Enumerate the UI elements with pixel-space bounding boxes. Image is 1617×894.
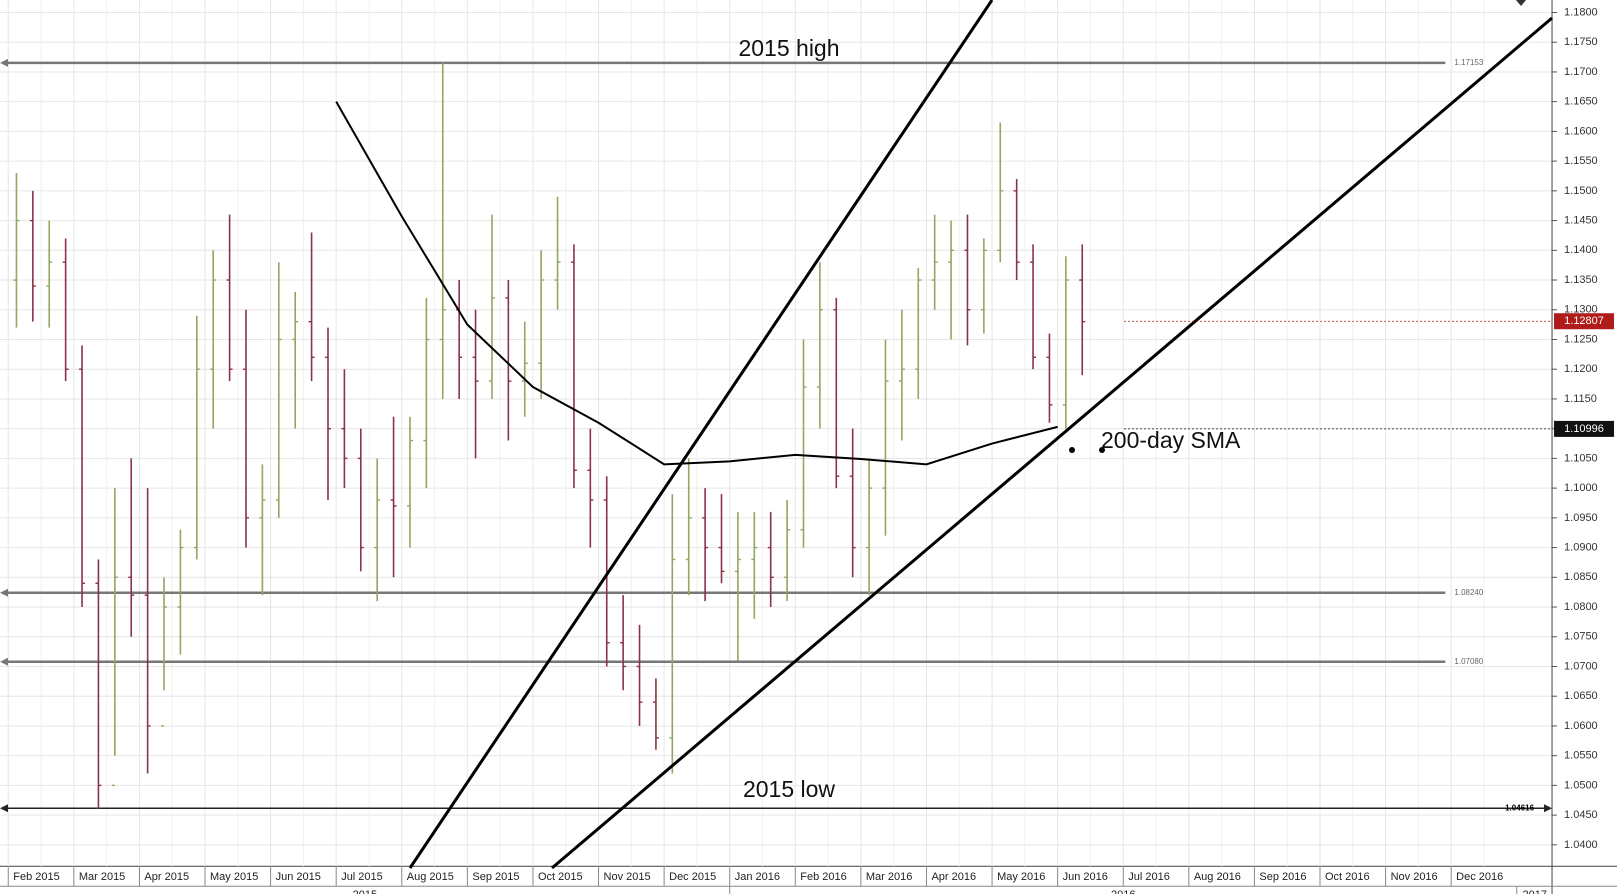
- y-tick-label: 1.0950: [1564, 512, 1598, 524]
- y-tick-label: 1.1150: [1564, 393, 1597, 405]
- y-tick-label: 1.1450: [1564, 214, 1598, 226]
- annotation: 2015 low: [743, 776, 835, 802]
- x-tick-label: Nov 2016: [1391, 871, 1438, 883]
- y-tick-label: 1.1800: [1564, 6, 1598, 18]
- y-tick-label: 1.0500: [1564, 779, 1598, 791]
- level-arrow: [0, 58, 8, 67]
- y-tick-label: 1.1250: [1564, 333, 1598, 345]
- y-tick-label: 1.1700: [1564, 66, 1598, 78]
- y-tick-label: 1.0650: [1564, 690, 1598, 702]
- y-tick-label: 1.0450: [1564, 809, 1598, 821]
- y-tick-label: 1.1500: [1564, 185, 1598, 197]
- year-label: 2016: [1111, 889, 1135, 894]
- level-label: 1.08240: [1454, 588, 1483, 597]
- price-box: [1554, 313, 1615, 330]
- menu-arrow[interactable]: [1516, 0, 1526, 6]
- x-tick-label: Aug 2015: [407, 871, 454, 883]
- x-tick-label: Dec 2016: [1456, 871, 1503, 883]
- y-tick-label: 1.0750: [1564, 631, 1598, 643]
- x-tick-label: Jun 2016: [1063, 871, 1108, 883]
- x-tick-label: Apr 2015: [144, 871, 189, 883]
- x-tick-label: Sep 2016: [1259, 871, 1306, 883]
- trend-line: [408, 0, 994, 869]
- annotation: 2015 high: [738, 35, 839, 61]
- y-tick-label: 1.0600: [1564, 720, 1598, 732]
- y-tick-label: 1.1750: [1564, 36, 1598, 48]
- price-box-label: 1.10996: [1564, 423, 1604, 435]
- price-box-label: 1.12807: [1564, 315, 1604, 327]
- sma-line: [335, 101, 1058, 466]
- dot: [1069, 447, 1075, 453]
- level-arrow: [1544, 804, 1553, 813]
- x-tick-label: Jul 2015: [341, 871, 383, 883]
- y-tick-label: 1.1650: [1564, 96, 1598, 108]
- level-arrow: [0, 657, 8, 666]
- x-tick-label: May 2015: [210, 871, 258, 883]
- bars: [13, 63, 1086, 810]
- x-tick-label: Aug 2016: [1194, 871, 1241, 883]
- trend-line: [551, 16, 1553, 870]
- y-tick-label: 1.1050: [1564, 452, 1598, 464]
- level-label: 1.17153: [1454, 58, 1483, 67]
- x-tick-label: Oct 2016: [1325, 871, 1370, 883]
- level-label: 1.07080: [1454, 657, 1483, 666]
- y-tick-label: 1.1200: [1564, 363, 1598, 375]
- y-tick-label: 1.1350: [1564, 274, 1598, 286]
- y-tick-label: 1.1600: [1564, 125, 1598, 137]
- dot: [1099, 447, 1105, 453]
- x-tick-label: Jul 2016: [1128, 871, 1170, 883]
- level-label: 1.04616: [1505, 803, 1534, 812]
- x-tick-label: Apr 2016: [931, 871, 976, 883]
- x-tick-label: Sep 2015: [472, 871, 519, 883]
- level-arrow: [0, 804, 8, 813]
- y-tick-label: 1.0850: [1564, 571, 1598, 583]
- x-tick-label: Oct 2015: [538, 871, 583, 883]
- y-tick-label: 1.1000: [1564, 482, 1598, 494]
- y-tick-label: 1.1300: [1564, 304, 1598, 316]
- annotation: 200-day SMA: [1101, 427, 1241, 453]
- y-tick-label: 1.1400: [1564, 244, 1598, 256]
- y-tick-label: 1.0800: [1564, 601, 1598, 613]
- y-tick-label: 1.0900: [1564, 541, 1598, 553]
- y-tick-label: 1.0550: [1564, 750, 1598, 762]
- x-tick-label: Jan 2016: [735, 871, 780, 883]
- x-tick-label: May 2016: [997, 871, 1045, 883]
- y-tick-label: 1.0700: [1564, 660, 1598, 672]
- x-tick-label: Mar 2015: [79, 871, 125, 883]
- x-tick-label: Dec 2015: [669, 871, 716, 883]
- trend-lines: [408, 0, 1553, 870]
- level-arrow: [0, 588, 8, 597]
- price-box: [1554, 420, 1615, 437]
- x-tick-label: Feb 2016: [800, 871, 846, 883]
- year-label: 2017: [1523, 889, 1547, 894]
- x-tick-label: Feb 2015: [13, 871, 59, 883]
- levels: 1.17153 1.08240 1.07080 1.04616: [0, 58, 1553, 813]
- y-tick-label: 1.1550: [1564, 155, 1598, 167]
- x-tick-label: Mar 2016: [866, 871, 912, 883]
- y-tick-label: 1.0400: [1564, 839, 1598, 851]
- year-label: 2015: [353, 889, 377, 894]
- x-tick-label: Jun 2015: [276, 871, 321, 883]
- x-tick-label: Nov 2015: [604, 871, 651, 883]
